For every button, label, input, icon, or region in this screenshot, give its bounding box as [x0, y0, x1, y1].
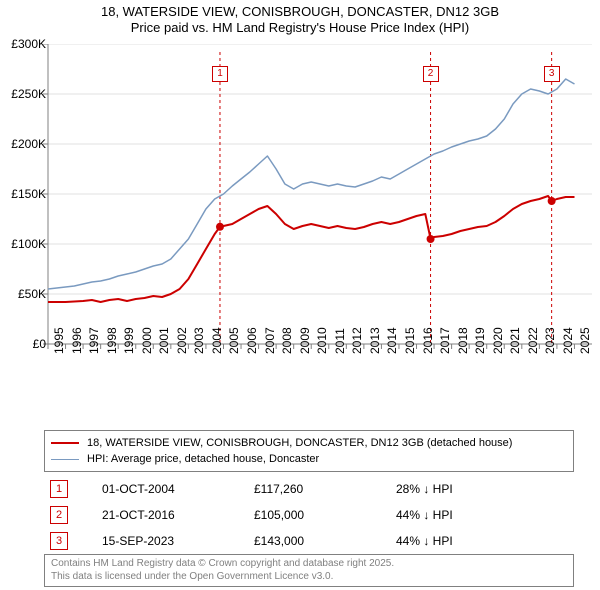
- x-tick-label: 2004: [210, 327, 224, 354]
- title-line-2: Price paid vs. HM Land Registry's House …: [0, 20, 600, 36]
- event-date: 01-OCT-2004: [96, 476, 248, 502]
- y-tick-label: £250K: [11, 87, 46, 101]
- chart-area: £0£50K£100K£150K£200K£250K£300K 19951996…: [8, 44, 592, 394]
- event-date: 21-OCT-2016: [96, 502, 248, 528]
- x-tick-label: 2013: [368, 327, 382, 354]
- y-tick-label: £200K: [11, 137, 46, 151]
- attribution-footer: Contains HM Land Registry data © Crown c…: [44, 554, 574, 587]
- x-tick-label: 2019: [473, 327, 487, 354]
- event-price: £117,260: [248, 476, 390, 502]
- x-tick-label: 2007: [263, 327, 277, 354]
- event-marker-3: 3: [544, 66, 560, 82]
- x-tick-label: 1996: [70, 327, 84, 354]
- event-row-marker: 2: [50, 506, 68, 524]
- x-tick-label: 2002: [175, 327, 189, 354]
- event-delta: 28% ↓ HPI: [390, 476, 574, 502]
- legend-label: 18, WATERSIDE VIEW, CONISBROUGH, DONCAST…: [87, 437, 512, 449]
- title-line-1: 18, WATERSIDE VIEW, CONISBROUGH, DONCAST…: [0, 4, 600, 20]
- x-tick-label: 2014: [385, 327, 399, 354]
- x-tick-label: 2020: [491, 327, 505, 354]
- x-tick-label: 2017: [438, 327, 452, 354]
- event-row: 1 01-OCT-2004£117,26028% ↓ HPI: [44, 476, 574, 502]
- x-tick-label: 1999: [122, 327, 136, 354]
- y-tick-label: £100K: [11, 237, 46, 251]
- x-tick-label: 2008: [280, 327, 294, 354]
- y-tick-label: £150K: [11, 187, 46, 201]
- legend-swatch: [51, 442, 79, 444]
- x-tick-label: 2022: [526, 327, 540, 354]
- event-date: 15-SEP-2023: [96, 528, 248, 554]
- x-tick-label: 2011: [333, 328, 347, 354]
- x-tick-label: 2025: [578, 327, 592, 354]
- x-tick-label: 2012: [350, 327, 364, 354]
- chart-container: 18, WATERSIDE VIEW, CONISBROUGH, DONCAST…: [0, 0, 600, 590]
- legend-row: 18, WATERSIDE VIEW, CONISBROUGH, DONCAST…: [51, 435, 567, 451]
- y-tick-label: £50K: [18, 287, 46, 301]
- event-row: 3 15-SEP-2023£143,00044% ↓ HPI: [44, 528, 574, 554]
- events-table: 1 01-OCT-2004£117,26028% ↓ HPI 2 21-OCT-201…: [44, 476, 574, 554]
- x-tick-label: 2010: [315, 327, 329, 354]
- event-price: £143,000: [248, 528, 390, 554]
- x-tick-label: 2021: [508, 327, 522, 354]
- event-row: 2 21-OCT-2016£105,00044% ↓ HPI: [44, 502, 574, 528]
- x-tick-label: 2015: [403, 327, 417, 354]
- x-tick-label: 2006: [245, 327, 259, 354]
- x-tick-label: 2003: [192, 327, 206, 354]
- legend: 18, WATERSIDE VIEW, CONISBROUGH, DONCAST…: [44, 430, 574, 472]
- event-delta: 44% ↓ HPI: [390, 502, 574, 528]
- title-block: 18, WATERSIDE VIEW, CONISBROUGH, DONCAST…: [0, 0, 600, 37]
- event-marker-2: 2: [423, 66, 439, 82]
- y-tick-label: £0: [33, 337, 46, 351]
- legend-row: HPI: Average price, detached house, Donc…: [51, 451, 567, 467]
- footer-line-1: Contains HM Land Registry data © Crown c…: [51, 558, 567, 571]
- x-tick-label: 2018: [456, 327, 470, 354]
- x-tick-label: 1995: [52, 327, 66, 354]
- footer-line-2: This data is licensed under the Open Gov…: [51, 571, 567, 584]
- y-tick-label: £300K: [11, 37, 46, 51]
- event-marker-1: 1: [212, 66, 228, 82]
- x-tick-label: 1998: [105, 327, 119, 354]
- legend-swatch: [51, 459, 79, 460]
- x-tick-label: 2001: [157, 327, 171, 354]
- event-row-marker: 1: [50, 480, 68, 498]
- x-tick-label: 2009: [298, 327, 312, 354]
- x-tick-label: 2023: [543, 327, 557, 354]
- event-delta: 44% ↓ HPI: [390, 528, 574, 554]
- legend-label: HPI: Average price, detached house, Donc…: [87, 453, 319, 465]
- x-tick-label: 2000: [140, 327, 154, 354]
- x-tick-label: 2005: [227, 327, 241, 354]
- x-tick-label: 1997: [87, 327, 101, 354]
- event-price: £105,000: [248, 502, 390, 528]
- x-tick-label: 2024: [561, 327, 575, 354]
- event-row-marker: 3: [50, 532, 68, 550]
- chart-svg: [8, 44, 592, 360]
- x-tick-label: 2016: [421, 327, 435, 354]
